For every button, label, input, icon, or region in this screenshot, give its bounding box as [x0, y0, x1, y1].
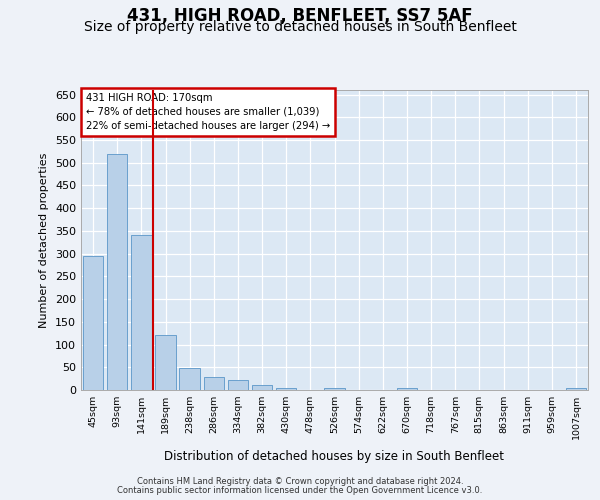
Bar [155, 336, 176, 390]
Bar [179, 368, 200, 390]
Bar [252, 386, 272, 390]
Bar [227, 380, 248, 390]
Text: 431 HIGH ROAD: 170sqm
← 78% of detached houses are smaller (1,039)
22% of semi-d: 431 HIGH ROAD: 170sqm ← 78% of detached … [86, 93, 331, 131]
Bar [397, 388, 417, 390]
Bar [566, 388, 586, 390]
Bar [276, 388, 296, 390]
Bar [324, 388, 345, 390]
Text: 431, HIGH ROAD, BENFLEET, SS7 5AF: 431, HIGH ROAD, BENFLEET, SS7 5AF [127, 8, 473, 26]
Text: Size of property relative to detached houses in South Benfleet: Size of property relative to detached ho… [83, 20, 517, 34]
Bar [107, 154, 127, 390]
Y-axis label: Number of detached properties: Number of detached properties [40, 152, 49, 328]
Bar [83, 256, 103, 390]
Text: Contains public sector information licensed under the Open Government Licence v3: Contains public sector information licen… [118, 486, 482, 495]
Bar [131, 236, 152, 390]
Text: Contains HM Land Registry data © Crown copyright and database right 2024.: Contains HM Land Registry data © Crown c… [137, 477, 463, 486]
X-axis label: Distribution of detached houses by size in South Benfleet: Distribution of detached houses by size … [164, 450, 505, 463]
Bar [203, 378, 224, 390]
